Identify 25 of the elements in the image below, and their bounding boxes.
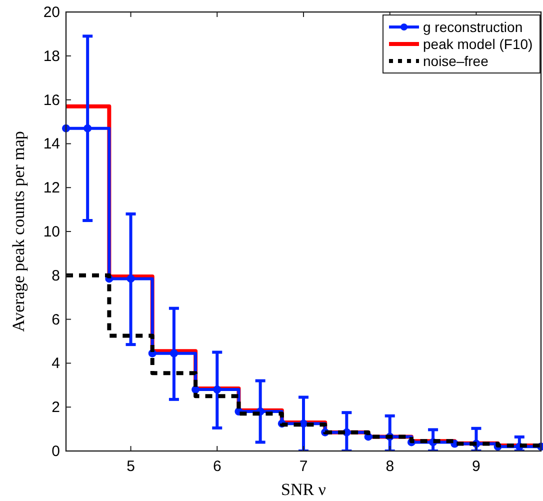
- y-tick-label: 0: [52, 443, 60, 460]
- x-tick-label: 5: [126, 458, 135, 475]
- y-tick-label: 8: [52, 267, 60, 284]
- y-tick-label: 10: [43, 224, 60, 240]
- y-tick-label: 16: [43, 92, 60, 109]
- x-tick-label: 9: [472, 458, 480, 475]
- point: [170, 349, 178, 358]
- y-tick-label: 6: [52, 311, 60, 328]
- point: [126, 274, 135, 283]
- y-tick-label: 2: [52, 399, 60, 416]
- x-tick-label: 7: [299, 458, 308, 475]
- legend-label: g reconstruction: [423, 19, 523, 35]
- y-tick-label: 4: [52, 355, 60, 372]
- x-tick-label: 8: [386, 458, 394, 475]
- x-tick-label: 6: [212, 458, 222, 475]
- y-tick-label: 18: [43, 48, 60, 65]
- y-axis-title: Average peak counts per map: [9, 131, 28, 332]
- y-tick-label: 14: [43, 136, 60, 153]
- x-axis-title: SNR ν: [280, 480, 326, 499]
- legend-label: peak model (F10): [423, 36, 533, 52]
- y-tick-label: 20: [43, 4, 60, 21]
- y-tick-label: 12: [43, 180, 60, 197]
- point: [213, 386, 222, 394]
- point: [84, 124, 92, 132]
- legend-label: noise–free: [423, 53, 489, 69]
